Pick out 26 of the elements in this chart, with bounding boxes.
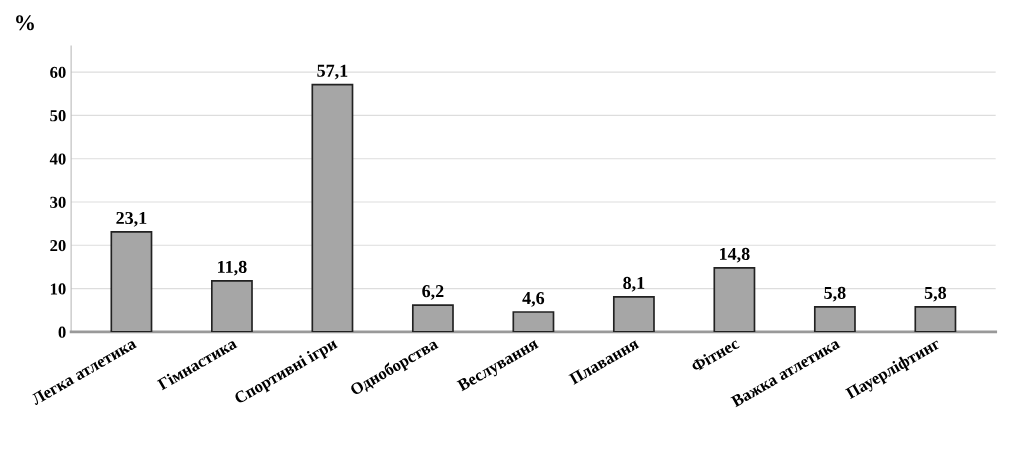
- bar: [210, 279, 253, 332]
- bar: [813, 305, 856, 332]
- data-label: 23,1: [116, 211, 147, 227]
- y-tick-label: 20: [50, 240, 66, 252]
- data-label: 8,1: [623, 276, 645, 292]
- y-tick-label: 30: [50, 196, 66, 208]
- y-tick-label: 40: [49, 153, 66, 165]
- data-label: 11,8: [218, 260, 247, 276]
- bar: [713, 266, 756, 332]
- y-tick-label: 60: [50, 66, 66, 79]
- bar: [612, 296, 655, 332]
- y-tick-label: 0: [58, 326, 66, 338]
- data-label: 14,8: [720, 247, 750, 263]
- data-label: 57,1: [317, 64, 348, 80]
- data-label: 6,2: [422, 285, 444, 300]
- bar: [110, 231, 153, 332]
- bar: [411, 304, 454, 332]
- bar: [512, 311, 555, 332]
- data-label: 5,8: [824, 286, 846, 302]
- y-axis-title: %: [16, 15, 34, 31]
- data-label: 5,8: [924, 286, 947, 302]
- data-label: 4,6: [522, 292, 545, 307]
- bar: [914, 305, 957, 332]
- y-tick-label: 10: [50, 283, 66, 295]
- y-tick-label: 50: [50, 110, 66, 122]
- bar: [311, 83, 354, 332]
